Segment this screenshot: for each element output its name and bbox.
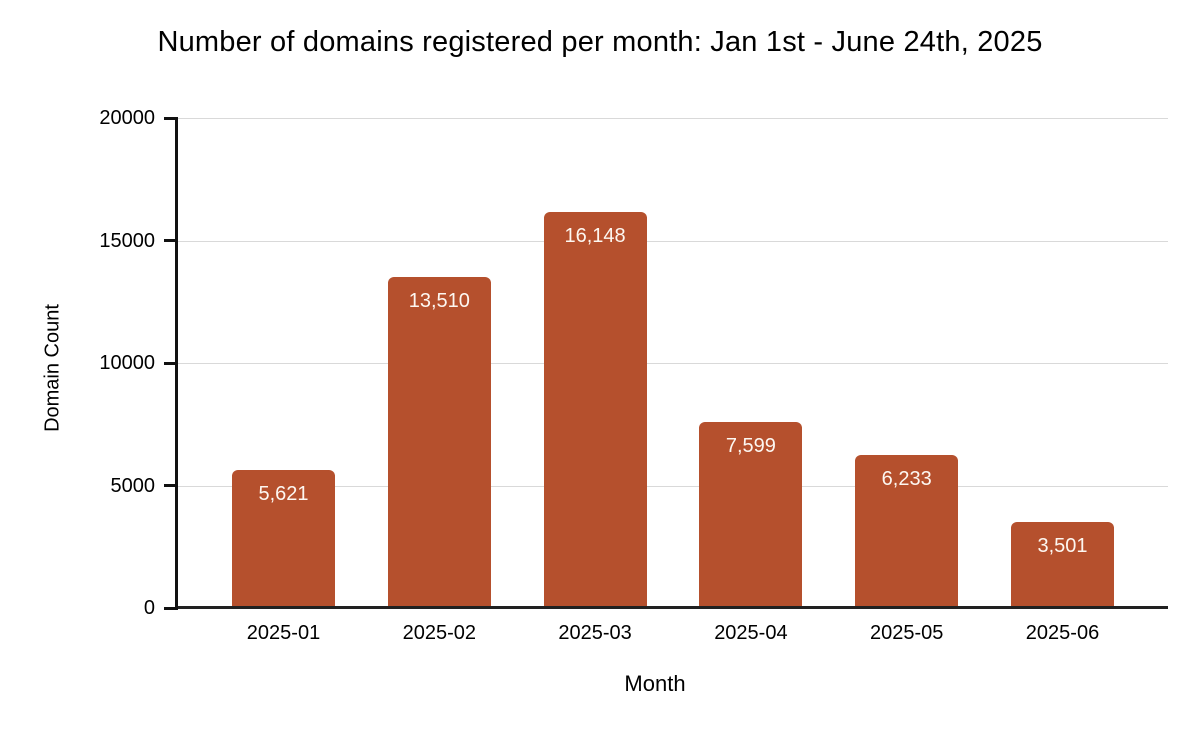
gridline: [178, 363, 1168, 364]
y-axis-tick: [164, 606, 178, 610]
y-tick-label: 20000: [99, 107, 155, 129]
plot-area: 5,621 13,510 16,148 7,599 6,233 3,501: [164, 116, 1168, 610]
gridline: [178, 485, 1168, 487]
y-tick-label: 10000: [99, 352, 155, 374]
y-tick-label: 5000: [110, 474, 156, 497]
bar-value-label: 16,148: [564, 225, 626, 248]
x-tick-label: 2025-03: [558, 622, 632, 644]
bar-value-label: 5,621: [258, 483, 309, 506]
bar-value-label: 6,233: [881, 468, 932, 491]
chart-title: Number of domains registered per month: …: [157, 26, 1043, 58]
gridline: [178, 118, 1168, 119]
y-axis-tick: [164, 239, 178, 242]
bar-2025-02: 13,510: [387, 277, 491, 608]
y-tick-label: 0: [143, 597, 155, 619]
gridline: [178, 240, 1168, 242]
x-tick-label: 2025-05: [869, 622, 944, 644]
y-axis-tick: [164, 361, 178, 365]
y-axis-tick-labels: 0 5000 10000 15000 20000: [0, 107, 178, 619]
y-tick-label: 15000: [99, 229, 155, 252]
x-tick-label: 2025-01: [246, 622, 321, 644]
x-axis-baseline: [178, 606, 1168, 609]
bar-value-label: 3,501: [1037, 535, 1088, 558]
bar-2025-05: 6,233: [855, 455, 959, 608]
y-axis-tick: [164, 116, 178, 120]
x-tick-label: 2025-06: [1025, 622, 1100, 644]
x-tick-label: 2025-04: [714, 622, 788, 644]
x-tick-label: 2025-02: [402, 622, 476, 644]
bar-value-label: 13,510: [408, 290, 470, 313]
bar-value-label: 7,599: [725, 434, 776, 457]
x-axis-tick-labels: 2025-01 2025-02 2025-03 2025-04 2025-05 2025-…: [178, 620, 1168, 650]
bar-2025-03: 16,148: [543, 212, 647, 608]
bar-2025-01: 5,621: [232, 470, 335, 608]
bar-2025-04: 7,599: [699, 421, 803, 608]
bar-2025-06: 3,501: [1011, 522, 1114, 608]
x-axis-title: Month: [624, 671, 686, 696]
y-axis-tick: [164, 484, 178, 487]
